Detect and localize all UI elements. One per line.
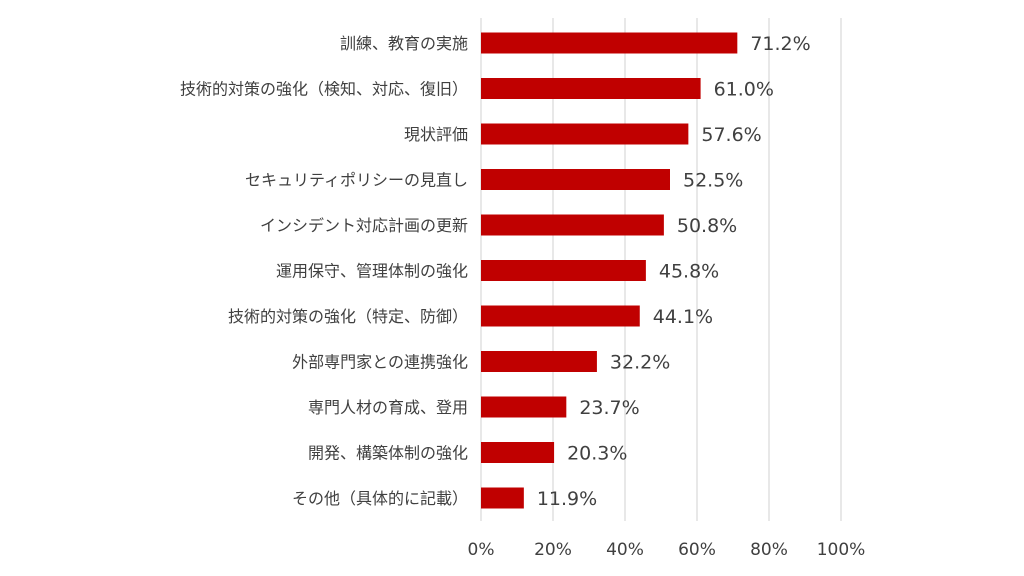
category-label: 技術的対策の強化（特定、防御） — [228, 307, 468, 326]
value-label: 20.3% — [567, 443, 627, 465]
x-tick-label: 40% — [606, 540, 644, 560]
x-tick-label: 80% — [750, 540, 788, 560]
value-label: 11.9% — [537, 488, 597, 510]
bars — [481, 32, 738, 509]
value-label: 44.1% — [653, 306, 713, 328]
category-label: 技術的対策の強化（検知、対応、復旧） — [180, 80, 468, 99]
category-label: 外部専門家との連携強化 — [292, 353, 468, 372]
bar — [481, 487, 524, 509]
bar — [481, 214, 664, 236]
bar — [481, 78, 701, 99]
x-tick-label: 20% — [534, 540, 572, 560]
bar — [481, 442, 555, 463]
value-label: 52.5% — [683, 170, 743, 192]
category-label: インシデント対応計画の更新 — [260, 216, 468, 235]
value-label: 23.7% — [579, 397, 639, 419]
category-label: セキュリティポリシーの見直し — [245, 171, 468, 190]
category-label: 現状評価 — [404, 125, 468, 144]
x-tick-label: 0% — [468, 540, 495, 560]
bar — [481, 396, 567, 418]
bar — [481, 351, 597, 372]
x-tick-label: 60% — [678, 540, 716, 560]
value-label: 45.8% — [659, 261, 719, 283]
bar — [481, 305, 640, 327]
bar — [481, 169, 670, 190]
category-label: その他（具体的に記載） — [292, 489, 468, 508]
value-label: 50.8% — [677, 215, 737, 237]
bar — [481, 123, 689, 145]
value-label: 71.2% — [750, 33, 810, 55]
category-label: 開発、構築体制の強化 — [308, 444, 468, 463]
value-label: 61.0% — [714, 79, 774, 101]
x-tick-labels: 0% 20% 40% 60% 80% 100% — [468, 540, 866, 560]
category-label: 訓練、教育の実施 — [340, 34, 468, 53]
value-labels: 71.2% 61.0% 57.6% 52.5% 50.8% 45.8% 44.1% 32.2%… — [537, 33, 811, 510]
bar — [481, 260, 646, 281]
bar — [481, 32, 738, 54]
value-label: 32.2% — [610, 352, 670, 374]
category-label: 専門人材の育成、登用 — [308, 398, 468, 417]
value-label: 57.6% — [701, 124, 761, 146]
x-tick-label: 100% — [817, 540, 866, 560]
category-label: 運用保守、管理体制の強化 — [276, 262, 468, 281]
